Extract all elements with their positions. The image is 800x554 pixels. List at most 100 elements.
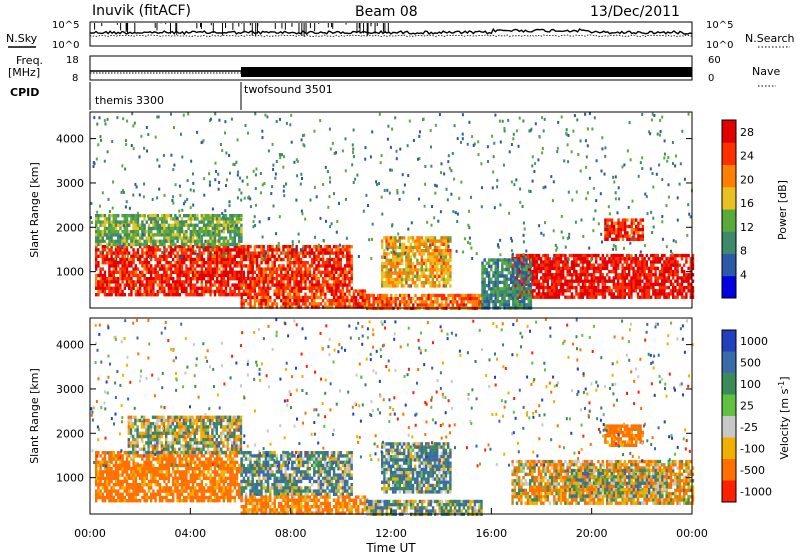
heat-cell <box>279 117 281 121</box>
heat-cell <box>444 239 448 243</box>
heat-cell <box>293 289 296 293</box>
heat-cell <box>313 261 316 265</box>
heat-cell <box>630 295 633 299</box>
heat-cell <box>163 257 166 262</box>
heat-cell <box>496 299 500 304</box>
heat-cell <box>227 217 230 221</box>
heat-cell <box>150 257 153 262</box>
heat-cell <box>191 257 195 262</box>
heat-cell <box>229 289 232 294</box>
heat-cell <box>689 266 692 271</box>
heat-cell <box>242 248 246 252</box>
heat-cell <box>280 292 283 296</box>
heat-cell <box>537 282 541 287</box>
heat-cell <box>606 224 609 228</box>
heat-cell <box>339 289 342 293</box>
heat-cell <box>161 217 164 221</box>
heat-cell <box>209 267 212 271</box>
heat-cell <box>379 297 382 301</box>
heat-cell <box>450 169 453 173</box>
heat-cell <box>529 258 533 262</box>
heat-cell <box>621 266 624 271</box>
heat-cell <box>308 283 312 287</box>
heat-cell <box>249 197 252 201</box>
heat-cell <box>456 220 459 223</box>
heat-cell <box>150 230 153 234</box>
heat-cell <box>621 228 625 232</box>
heat-cell <box>350 280 353 284</box>
heat-cell <box>420 268 423 272</box>
heat-cell <box>562 266 565 271</box>
heat-cell <box>503 126 506 130</box>
heat-cell <box>169 254 173 258</box>
heat-cell <box>321 286 325 290</box>
heat-cell <box>266 289 270 293</box>
heat-cell <box>310 280 314 284</box>
heat-cell <box>266 277 270 281</box>
heat-cell <box>229 254 232 258</box>
heat-cell <box>117 293 120 297</box>
heat-cell <box>132 242 135 247</box>
heat-cell <box>207 251 210 255</box>
heat-cell <box>520 274 524 278</box>
heat-cell <box>304 267 307 271</box>
heat-cell <box>481 274 484 278</box>
heat-cell <box>169 233 173 237</box>
heat-cell <box>128 270 131 274</box>
heat-cell <box>310 273 314 278</box>
heat-cell <box>317 267 320 271</box>
heat-cell <box>644 192 647 196</box>
heat-cell <box>361 299 364 303</box>
heat-cell <box>101 254 104 258</box>
heat-cell <box>224 220 228 224</box>
heat-cell <box>233 233 236 237</box>
heat-cell <box>235 293 239 297</box>
heat-cell <box>409 265 412 269</box>
heat-cell <box>456 212 459 216</box>
heat-cell <box>178 226 181 231</box>
heat-cell <box>534 162 537 165</box>
heat-cell <box>526 273 530 277</box>
heat-cell <box>187 245 190 249</box>
heat-cell <box>512 277 515 281</box>
heat-cell <box>546 295 549 299</box>
heat-cell <box>216 245 219 249</box>
heat-cell <box>152 248 155 252</box>
heat-cell <box>224 273 228 278</box>
heat-cell <box>383 249 386 253</box>
heat-cell <box>128 223 131 227</box>
heat-cell <box>381 212 384 216</box>
heat-cell <box>260 261 263 265</box>
heat-cell <box>654 253 657 258</box>
heat-cell <box>275 232 278 236</box>
heat-cell <box>169 270 173 274</box>
heat-cell <box>328 245 331 249</box>
heat-cell <box>253 283 257 287</box>
heat-cell <box>433 252 437 256</box>
heat-cell <box>658 163 661 167</box>
heat-cell <box>247 273 250 278</box>
heat-cell <box>218 248 221 252</box>
heat-cell <box>297 254 301 258</box>
heat-cell <box>185 254 188 258</box>
heat-cell <box>119 221 122 225</box>
heat-cell <box>227 280 230 284</box>
heat-cell <box>615 234 618 238</box>
heat-cell <box>121 264 124 268</box>
heat-cell <box>224 267 228 271</box>
heat-cell <box>503 261 506 265</box>
heat-cell <box>269 299 272 303</box>
heat-cell <box>523 299 526 304</box>
heat-cell <box>175 216 178 220</box>
heat-cell <box>264 261 268 265</box>
heat-cell <box>383 274 386 278</box>
heat-cell <box>242 277 246 281</box>
heat-cell <box>167 283 170 287</box>
heat-cell <box>396 265 399 269</box>
heat-cell <box>222 277 225 281</box>
heat-cell <box>108 239 111 243</box>
heat-cell <box>315 289 318 293</box>
heat-cell <box>202 214 206 218</box>
heat-cell <box>363 289 367 293</box>
heat-cell <box>678 276 681 280</box>
